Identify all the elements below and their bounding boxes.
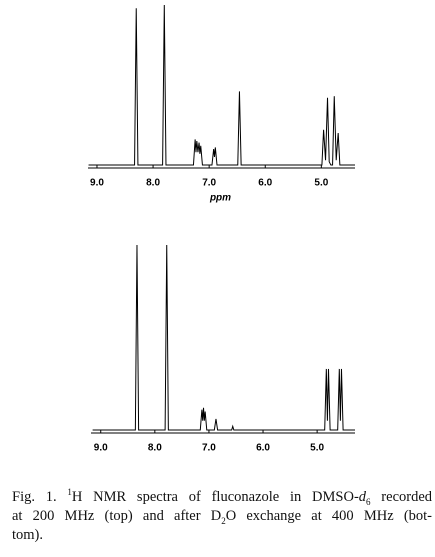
caption-text: Fig. 1. [12, 489, 68, 505]
caption-sub: 2 [221, 515, 226, 526]
spectrum-line [92, 244, 355, 431]
caption-sub: 6 [366, 496, 371, 507]
x-tick-label: 8.0 [146, 178, 160, 189]
caption: Fig. 1. 1H NMR spectra of fluconazole in… [12, 488, 432, 545]
caption-text: H NMR spectra of fluconazole in DMSO- [71, 489, 359, 505]
x-tick-label: 5.0 [314, 178, 328, 189]
x-tick-label: 8.0 [148, 443, 162, 454]
caption-text: O exchange at 400 MHz (bot- [225, 508, 433, 524]
caption-italic: d [358, 489, 367, 505]
x-tick-label: 9.0 [90, 178, 104, 189]
x-tick-label: 6.0 [258, 178, 272, 189]
spectrum-line [88, 4, 355, 166]
figure: 9.0 8.0 7.0 6.0 5.0 ppm 9.0 8.0 7.0 6.0 5.0 [88, 4, 355, 454]
x-tick-label: 9.0 [94, 443, 108, 454]
caption-line: at 200 MHz (top) and after D2O exchange … [12, 507, 432, 526]
caption-text: tom). [12, 527, 44, 543]
x-tick-label: 6.0 [256, 443, 270, 454]
caption-text: recorded [370, 489, 433, 505]
x-tick-label: 5.0 [310, 443, 324, 454]
x-tick-label: 7.0 [202, 443, 216, 454]
caption-line: tom). [12, 526, 432, 545]
caption-text: at 200 MHz (top) and after D [12, 508, 222, 524]
x-axis-label: ppm [209, 193, 231, 204]
caption-sup: 1 [67, 487, 72, 498]
x-tick-label: 7.0 [202, 178, 216, 189]
caption-line: Fig. 1. 1H NMR spectra of fluconazole in… [12, 488, 432, 507]
